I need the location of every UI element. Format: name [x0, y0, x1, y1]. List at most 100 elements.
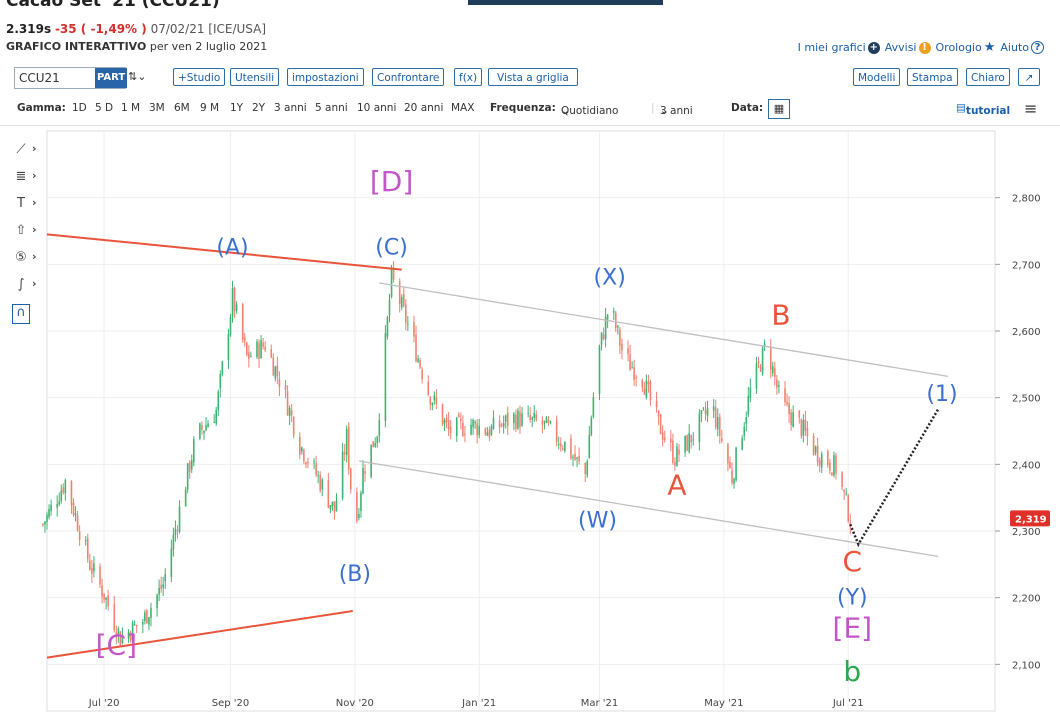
range-3m[interactable]: 3M: [149, 102, 165, 114]
candle-body: [498, 420, 501, 428]
sort-icon[interactable]: ⇅⌄: [128, 70, 147, 83]
range-5d[interactable]: 5 D: [95, 102, 114, 114]
grid-view-button[interactable]: Vista a griglia: [488, 68, 578, 86]
candle-body: [617, 326, 619, 328]
candle-body: [631, 367, 633, 369]
candle-body: [276, 365, 279, 376]
my-charts-link[interactable]: I miei grafici +: [798, 41, 880, 54]
candle-body: [158, 587, 160, 595]
candle-body: [235, 304, 238, 311]
range-1y[interactable]: 1Y: [230, 102, 244, 114]
candle-body: [619, 329, 621, 346]
range-10y[interactable]: 10 anni: [357, 102, 397, 114]
y-axis: 2,100 2,200 2,300 2,400 2,500 2,600 2,700 2,800…: [995, 194, 1050, 671]
candle-body: [205, 425, 207, 431]
tool-fib[interactable]: ≣ ›: [10, 167, 45, 194]
candle-body: [42, 523, 44, 525]
candle-body: [345, 429, 348, 455]
menu-icon[interactable]: ≡: [1024, 99, 1038, 118]
tool-curve[interactable]: ∫ ›: [10, 275, 45, 302]
candle-body: [641, 379, 644, 388]
range-bar: Gamma: 1D 5 D 1 M 3M 6M 9 M 1Y 2Y 3 anni…: [14, 99, 1046, 119]
candle-body: [647, 381, 650, 385]
alerts-link[interactable]: Avvisi!: [885, 41, 931, 54]
tool-wave-count[interactable]: ⑤ ›: [10, 248, 45, 275]
confrontare-button[interactable]: Confrontare: [372, 68, 445, 86]
range-20y[interactable]: 20 anni: [404, 102, 444, 114]
studio-button[interactable]: +Studio: [173, 68, 226, 86]
candle-body: [490, 426, 493, 435]
candle-body: [833, 455, 835, 476]
fx-button[interactable]: f(x): [454, 68, 483, 86]
range-1m[interactable]: 1 M: [121, 102, 141, 114]
candle-body: [702, 408, 705, 410]
expand-icon[interactable]: ↗: [1018, 68, 1040, 86]
candle-body: [390, 267, 393, 297]
candle-body: [142, 622, 144, 625]
tool-text[interactable]: T ›: [10, 194, 45, 221]
candle-body: [541, 420, 544, 425]
candle-body: [405, 304, 407, 323]
help-link[interactable]: Aiuto?: [1000, 41, 1044, 54]
candle-body: [492, 418, 495, 430]
candle-body: [70, 480, 73, 506]
impostazioni-button[interactable]: impostazioni: [287, 68, 364, 86]
range-1d[interactable]: 1D: [72, 102, 87, 114]
utensili-button[interactable]: Utensili: [230, 68, 280, 86]
candle-body: [172, 534, 175, 550]
candle-body: [299, 436, 301, 455]
candle-body: [759, 365, 762, 372]
candle-body: [156, 594, 158, 609]
clock-link[interactable]: Orologio ★: [936, 40, 996, 55]
candle-body: [771, 366, 774, 374]
candle-body: [816, 445, 819, 463]
tool-line[interactable]: ⟋ ›: [10, 140, 45, 167]
stampa-button[interactable]: Stampa: [907, 68, 958, 86]
trendlines: [46, 233, 949, 659]
candle-body: [661, 432, 664, 441]
range-9m[interactable]: 9 M: [200, 102, 220, 114]
candle-body: [714, 407, 717, 428]
wave-label: [C]: [96, 628, 137, 661]
symbol-input[interactable]: CCU21 PART ⇅⌄: [14, 67, 146, 89]
candle-body: [831, 472, 833, 476]
y-tick-label: 2,700: [1012, 260, 1041, 271]
range-max[interactable]: MAX: [451, 102, 475, 114]
grid-lines: [47, 131, 995, 711]
chevron-down-icon: ⌄: [561, 105, 570, 117]
range-2y[interactable]: 2Y: [252, 102, 266, 114]
chiaro-button[interactable]: Chiaro: [966, 68, 1010, 86]
candle-body: [231, 288, 234, 317]
candle-body: [419, 360, 421, 368]
modelli-button[interactable]: Modelli: [853, 68, 901, 86]
candle-body: [458, 414, 460, 418]
candle-body: [606, 314, 609, 320]
candle-body: [484, 428, 487, 435]
range-3y[interactable]: 3 anni: [274, 102, 307, 114]
candle-body: [670, 438, 672, 443]
range-5y[interactable]: 5 anni: [315, 102, 348, 114]
chevron-right-icon: ›: [32, 277, 37, 290]
chevron-right-icon: ›: [32, 196, 37, 209]
candle-body: [131, 621, 134, 643]
x-tick-label: Mar '21: [581, 698, 619, 709]
wave-label: (X): [594, 265, 626, 290]
candle-body: [121, 635, 124, 643]
symbol-part-tag[interactable]: PART: [95, 68, 128, 88]
fibonacci-icon: ≣: [15, 169, 27, 184]
candle-body: [133, 624, 136, 626]
tutorial-link[interactable]: ▤ tutorial: [956, 102, 1011, 117]
candle-body: [535, 414, 538, 421]
candle-body: [704, 409, 707, 415]
candle-body: [588, 435, 591, 459]
calendar-icon[interactable]: ▦: [768, 99, 790, 119]
range-6m[interactable]: 6M: [174, 102, 190, 114]
candle-body: [455, 417, 458, 437]
tool-arrow[interactable]: ⇧ ›: [10, 221, 45, 248]
candle-body: [633, 366, 635, 380]
period-value: 3 anni: [660, 105, 693, 117]
tool-magnet[interactable]: ∩: [10, 302, 45, 329]
candle-body: [215, 410, 218, 424]
wave-label: (Y): [837, 585, 868, 610]
